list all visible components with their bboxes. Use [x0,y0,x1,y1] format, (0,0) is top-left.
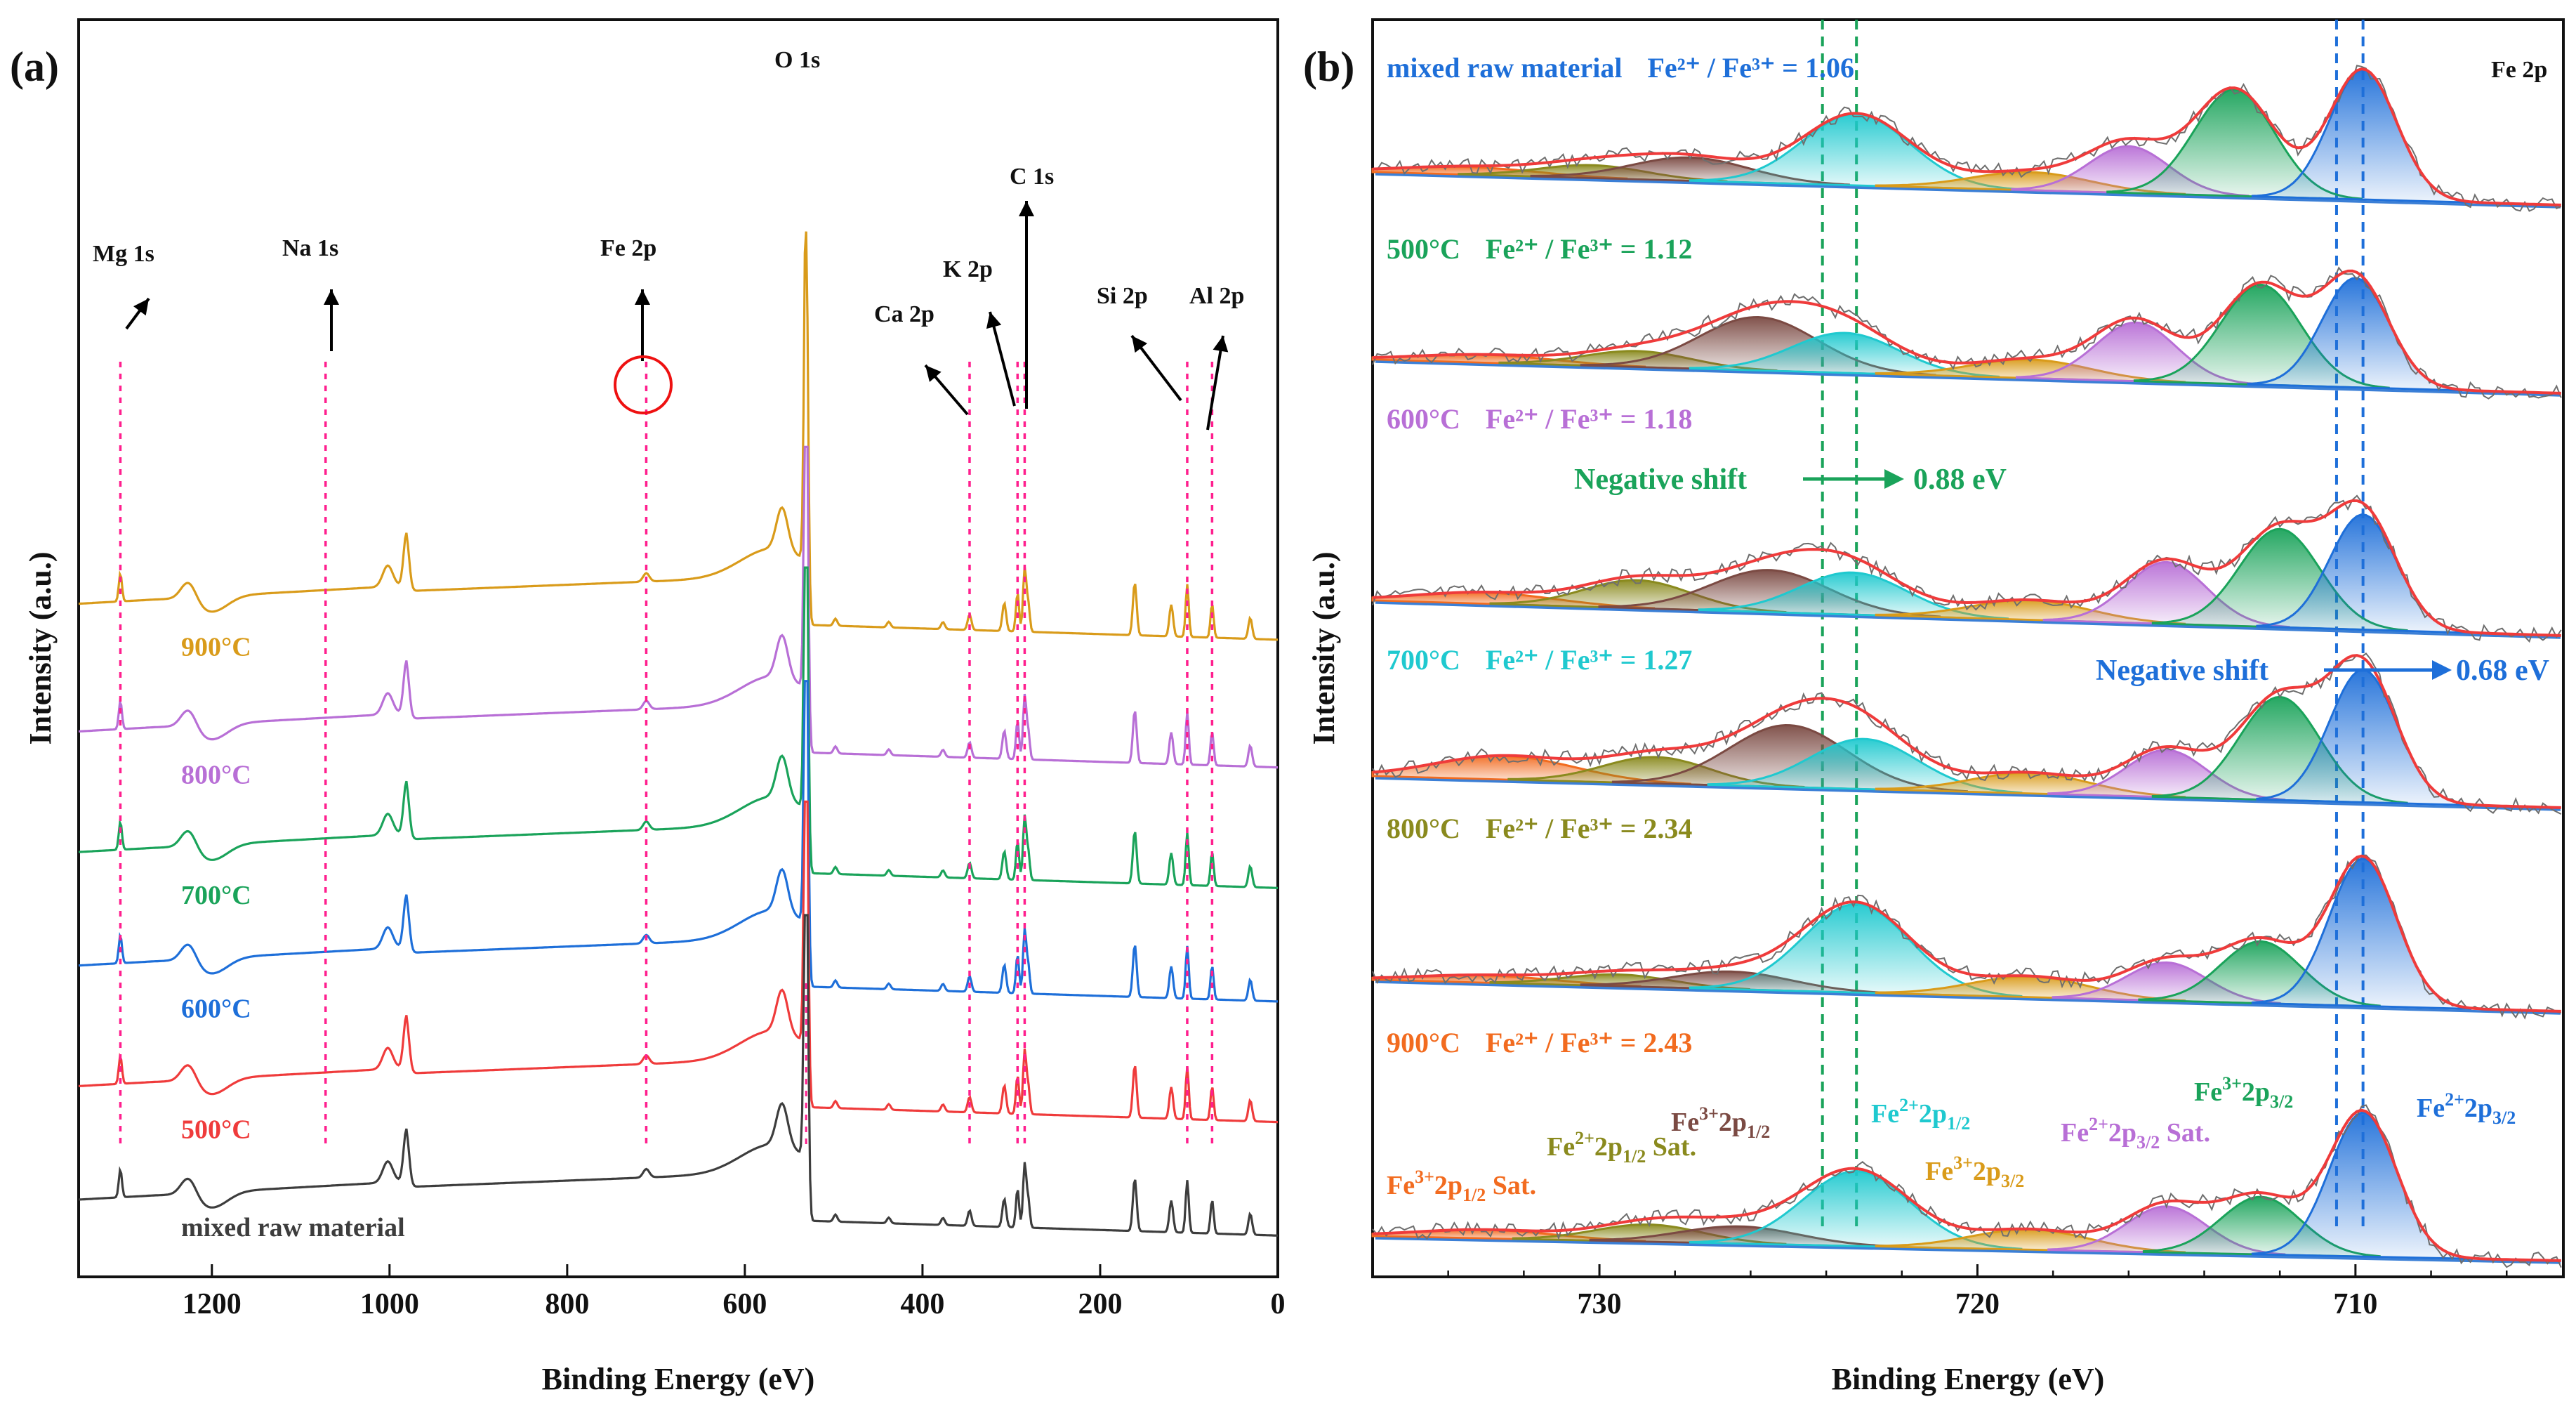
negative-shift-blue-arrowhead [2432,660,2452,680]
panel-a-arrow-shaft [1206,335,1224,431]
panel-a-tick-label: 600 [722,1288,767,1320]
panel-a-series-label: 500°C [181,1115,251,1144]
panel-a-peak-label: K 2p [943,256,993,282]
panel-a-arrowhead [1213,336,1229,353]
fe-2p-region-label: Fe 2p [2491,57,2547,83]
panel-a: 900°C 800°C 700°C 600°C 500°C mixed raw mater… [10,18,1286,1396]
panel-a-series-label: 800°C [181,760,251,789]
panel-b-series [1371,65,2562,1268]
panel-b-component-label: Fe3+2p1/2 Sat. [1387,1167,1536,1205]
panel-b-envelope-fit-line [1372,269,2561,395]
panel-a-series-label: 600°C [181,995,251,1024]
panel-b-sample-label: 700°C Fe²⁺ / Fe³⁺ = 1.27 [1387,644,1692,676]
panel-a-tick-label: 1200 [183,1288,242,1320]
panel-a-series-label: 900°C [181,633,251,662]
panel-a-spectrum-line [78,680,1278,1003]
panel-a-spectrum-line [78,231,1278,641]
panel-a-frame [77,18,1279,1278]
fe-2p-highlight-circle [614,355,673,414]
panel-a-spectrum-line [78,800,1278,1124]
panel-b-component-label: Fe2+2p3/2 [2417,1089,2516,1128]
panel-b-frame [1371,18,2565,1278]
panel-a-tick-label: 0 [1271,1288,1286,1320]
panel-b-background-line [1375,601,2561,639]
panel-b-envelope-fit-line [1372,654,2561,809]
panel-a-spectrum-line [78,566,1278,889]
panel-b-x-ticks: 730 720 710 [1447,1264,2508,1320]
panel-a-spectrum-line [78,445,1278,769]
negative-shift-green-value: 0.88 eV [1913,464,2007,496]
panel-b-component-label: Fe2+2p3/2 Sat. [2061,1114,2210,1153]
panel-a-peak-label: Si 2p [1097,283,1148,309]
panel-b-component-label: Fe2+2p1/2 [1871,1095,1970,1134]
panel-a-label: (a) [10,44,59,90]
panel-a-x-ticks: 1200 1000 800 600 400 200 0 [183,1264,1286,1320]
panel-b-tick-label: 710 [2333,1288,2377,1320]
panel-a-peak-markers: Mg 1s Na 1s Fe 2p O 1s Ca 2p K 2p C 1s Si 2p Al … [93,47,1244,1145]
panel-b-tick-label: 730 [1578,1288,1622,1320]
panel-b-envelope-fit-line [1372,499,2561,637]
panel-a-tick-label: 800 [545,1288,589,1320]
panel-a-tick-label: 400 [900,1288,944,1320]
panel-a-arrowhead [635,289,650,305]
panel-a-peak-label: Na 1s [282,235,338,261]
panel-a-peak-label: C 1s [1010,164,1054,190]
panel-b-sample-label: 800°C Fe²⁺ / Fe³⁺ = 2.34 [1387,813,1692,844]
panel-b-sample-label: 900°C Fe²⁺ / Fe³⁺ = 2.43 [1387,1027,1692,1058]
panel-b-component-labels: Fe3+2p1/2 Sat. Fe2+2p1/2 Sat.Fe3+2p1/2 Fe2… [1387,1073,2516,1205]
panel-a-arrowhead [1132,336,1148,353]
panel-b-background-line [1375,360,2561,397]
panel-b-sample-label: 600°C Fe²⁺ / Fe³⁺ = 1.18 [1387,403,1692,435]
panel-a-arrowhead [925,365,942,382]
panel-b-x-axis-title: Binding Energy (eV) [1832,1362,2105,1396]
negative-shift-blue-label: Negative shift [2096,655,2268,687]
panel-a-peak-label: Al 2p [1189,283,1244,309]
panel-a-series: 900°C 800°C 700°C 600°C 500°C mixed raw mater… [78,231,1278,1242]
panel-a-x-axis-title: Binding Energy (eV) [542,1362,815,1396]
negative-shift-green-label: Negative shift [1574,464,1747,496]
panel-b-component-label: Fe3+2p3/2 [2194,1073,2293,1112]
panel-a-arrowhead [1019,201,1034,216]
panel-b-raw-data-line [1372,652,2562,815]
panel-b-sample-label: mixed raw material Fe²⁺ / Fe³⁺ = 1.06 [1387,52,1854,84]
panel-a-arrowhead [986,312,1002,329]
panel-b-background-line [1375,173,2561,209]
panel-a-peak-label: Ca 2p [874,301,934,327]
panel-a-peak-label: O 1s [774,47,820,73]
panel-b-label: (b) [1303,44,1354,90]
panel-a-arrowhead [133,298,149,316]
negative-shift-blue-value: 0.68 eV [2456,655,2549,687]
panel-b-component-label: Fe3+2p1/2 [1671,1103,1770,1142]
panel-b-component-label: Fe2+2p1/2 Sat. [1547,1128,1696,1167]
panel-b-envelope-fit-line [1372,854,2561,1013]
panel-b-shift-annotations: Negative shift 0.88 eV Negative shift 0.68 … [1574,464,2549,687]
panel-b-component-label: Fe3+2p3/2 [1925,1153,2024,1191]
panel-b-raw-data-line [1372,1104,2562,1268]
panel-a-tick-label: 200 [1078,1288,1122,1320]
panel-a-tick-label: 1000 [360,1288,419,1320]
panel-a-spectrum-line [78,914,1278,1237]
panel-b-envelope-fit-line [1372,1108,2561,1262]
panel-a-arrowhead [324,289,339,305]
panel-b-background-line [1375,980,2561,1015]
negative-shift-green-arrowhead [1884,469,1904,489]
panel-a-peak-label: Mg 1s [93,241,154,267]
panel-b-sample-label: 500°C Fe²⁺ / Fe³⁺ = 1.12 [1387,233,1692,265]
panel-b-tick-label: 720 [1955,1288,2000,1320]
panel-a-peak-label: Fe 2p [600,235,656,261]
panel-a-arrow-shaft [989,311,1016,407]
panel-b: 730 720 710 (b) Binding Energy (eV) Intens… [1303,18,2565,1396]
panel-b-labels: mixed raw material Fe²⁺ / Fe³⁺ = 1.06 500°… [1387,52,1854,1058]
panel-b-y-axis-title: Intensity (a.u.) [1307,551,1341,744]
panel-b-background-line [1375,1237,2561,1264]
panel-b-envelope-fit-line [1372,67,2561,206]
panel-a-series-label: mixed raw material [181,1213,405,1242]
panel-a-y-axis-title: Intensity (a.u.) [23,551,58,744]
panel-b-background-line [1375,777,2561,811]
panel-a-series-label: 700°C [181,881,251,910]
